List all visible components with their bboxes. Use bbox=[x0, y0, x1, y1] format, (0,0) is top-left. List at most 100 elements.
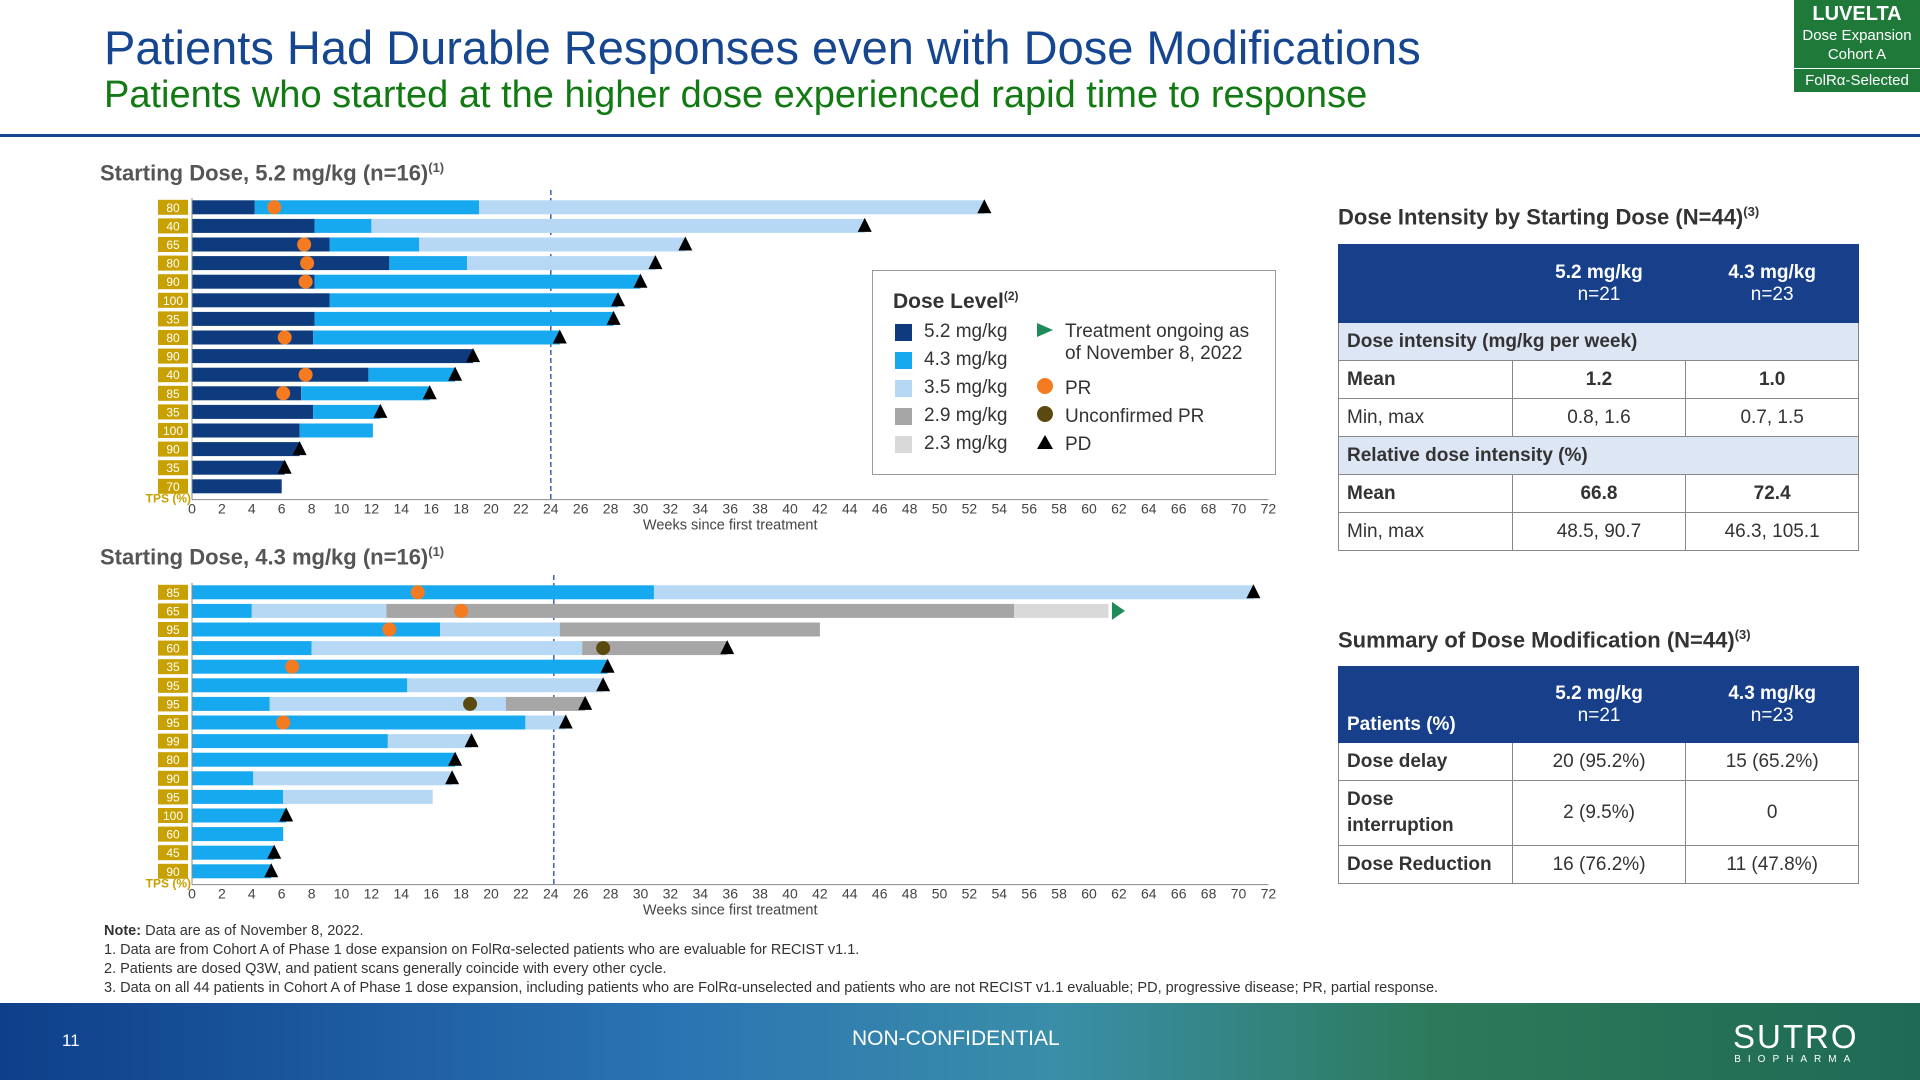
intensity-col2-dose: 4.3 mg/kg bbox=[1728, 261, 1816, 283]
intensity-col1-n: n=21 bbox=[1577, 283, 1621, 305]
x-axis-title: Weeks since first treatment bbox=[643, 903, 818, 915]
bar-segment bbox=[313, 404, 381, 419]
x-tick-label: 50 bbox=[932, 501, 948, 517]
x-tick-label: 46 bbox=[872, 501, 888, 517]
x-tick-label: 66 bbox=[1171, 501, 1187, 517]
ongoing-arrow-icon bbox=[1035, 321, 1055, 345]
tps-label-box bbox=[158, 274, 188, 290]
x-tick-label: 20 bbox=[483, 886, 499, 902]
table-cell: 1.2 bbox=[1511, 360, 1687, 399]
bar-segment bbox=[283, 789, 433, 804]
x-tick-label: 68 bbox=[1201, 501, 1217, 517]
modification-col2-dose: 4.3 mg/kg bbox=[1728, 682, 1816, 704]
bar-segment bbox=[371, 218, 865, 233]
legend-swatch-2-3 bbox=[895, 435, 912, 453]
pd-marker bbox=[578, 695, 593, 710]
table-cell: 2 (9.5%) bbox=[1511, 780, 1687, 846]
chart1-title-text: Starting Dose, 5.2 mg/kg (n=16) bbox=[100, 160, 429, 186]
table-cell: 15 (65.2%) bbox=[1685, 742, 1859, 781]
x-tick-label: 0 bbox=[188, 886, 196, 902]
x-tick-label: 60 bbox=[1081, 501, 1097, 517]
x-tick-label: 72 bbox=[1261, 501, 1277, 517]
tps-label: 100 bbox=[163, 294, 183, 308]
x-tick-label: 20 bbox=[483, 501, 499, 517]
bar-segment bbox=[192, 622, 441, 637]
pd-marker bbox=[267, 844, 282, 859]
table-cell: 16 (76.2%) bbox=[1511, 845, 1687, 884]
x-tick-label: 66 bbox=[1171, 886, 1187, 902]
pd-marker bbox=[277, 459, 292, 474]
table-cell: 72.4 bbox=[1685, 474, 1859, 513]
bar-segment bbox=[192, 696, 270, 711]
bar-segment bbox=[419, 237, 686, 252]
x-tick-label: 32 bbox=[663, 501, 679, 517]
x-tick-label: 22 bbox=[513, 886, 529, 902]
tps-label: 90 bbox=[166, 350, 180, 364]
bar-segment bbox=[251, 603, 387, 618]
pr-marker bbox=[277, 330, 292, 345]
x-tick-label: 10 bbox=[334, 501, 350, 517]
bar-segment bbox=[314, 311, 614, 326]
page-number: 11 bbox=[62, 1031, 80, 1050]
bar-segment bbox=[467, 256, 656, 271]
intensity-header-row: 5.2 mg/kg n=21 4.3 mg/kg n=23 bbox=[1338, 244, 1859, 323]
pd-marker bbox=[600, 658, 615, 673]
x-tick-label: 42 bbox=[812, 501, 828, 517]
intensity-col1-dose: 5.2 mg/kg bbox=[1555, 261, 1643, 283]
bar-segment bbox=[192, 659, 608, 674]
modification-col1-n: n=21 bbox=[1577, 704, 1621, 726]
table-cell: Dose delay bbox=[1338, 742, 1513, 781]
x-tick-label: 68 bbox=[1201, 886, 1217, 902]
dose-modification-table: Patients (%) 5.2 mg/kg n=21 4.3 mg/kg n=23… bbox=[1338, 666, 1859, 884]
x-tick-label: 8 bbox=[308, 886, 316, 902]
bar-segment bbox=[192, 641, 312, 656]
intensity-header-col2: 4.3 mg/kg n=23 bbox=[1685, 244, 1859, 323]
pr-marker bbox=[382, 622, 397, 637]
x-tick-label: 4 bbox=[248, 501, 256, 517]
bar-segment bbox=[368, 367, 456, 382]
modification-col2-n: n=23 bbox=[1750, 704, 1794, 726]
x-tick-label: 40 bbox=[782, 501, 798, 517]
bar-segment bbox=[192, 237, 330, 252]
tps-label: 85 bbox=[166, 387, 180, 401]
badge-line1: Dose Expansion bbox=[1802, 27, 1912, 44]
footnotes: Note: Data are as of November 8, 2022. 1… bbox=[104, 922, 1438, 998]
tps-label: 95 bbox=[166, 790, 180, 804]
pd-marker bbox=[611, 292, 626, 307]
tps-label-box bbox=[158, 441, 188, 457]
bar-segment bbox=[387, 734, 472, 749]
intensity-section-2: Relative dose intensity (%) bbox=[1338, 436, 1859, 475]
pr-marker bbox=[298, 274, 313, 289]
legend-label-ongoing2: of November 8, 2022 bbox=[1065, 343, 1243, 364]
bar-segment bbox=[313, 330, 560, 345]
legend-item-pd: PD bbox=[1035, 433, 1091, 457]
table-cell: 66.8 bbox=[1511, 474, 1687, 513]
legend-label-4-3: 4.3 mg/kg bbox=[924, 349, 1008, 370]
bar-segment bbox=[192, 442, 300, 457]
note-text: Data are as of November 8, 2022. bbox=[141, 923, 364, 939]
tps-label: 35 bbox=[166, 405, 180, 419]
sutro-logo: SUTRO BIOPHARMA bbox=[1733, 1018, 1859, 1066]
tps-label-box bbox=[158, 659, 188, 675]
legend-label-pr: PR bbox=[1065, 378, 1092, 399]
logo-text: SUTRO bbox=[1733, 1018, 1859, 1055]
tps-label: 100 bbox=[163, 809, 183, 823]
legend-item-upr: Unconfirmed PR bbox=[1035, 405, 1204, 429]
bar-segment bbox=[559, 622, 820, 637]
tps-label-box bbox=[158, 348, 188, 364]
bar-segment bbox=[407, 678, 604, 693]
tps-label-box bbox=[158, 237, 188, 252]
note-line: Note: Data are as of November 8, 2022. bbox=[104, 922, 1438, 941]
tps-label: 40 bbox=[166, 368, 180, 382]
pr-marker bbox=[300, 256, 315, 271]
legend-swatch-5-2 bbox=[895, 323, 912, 341]
x-tick-label: 32 bbox=[663, 886, 679, 902]
table-cell: 0.8, 1.6 bbox=[1511, 398, 1687, 437]
table-cell: Dose Reduction bbox=[1338, 845, 1513, 884]
tps-label-box bbox=[158, 423, 188, 438]
legend-item-2-3: 2.3 mg/kg bbox=[895, 433, 1007, 455]
x-tick-label: 16 bbox=[423, 886, 439, 902]
